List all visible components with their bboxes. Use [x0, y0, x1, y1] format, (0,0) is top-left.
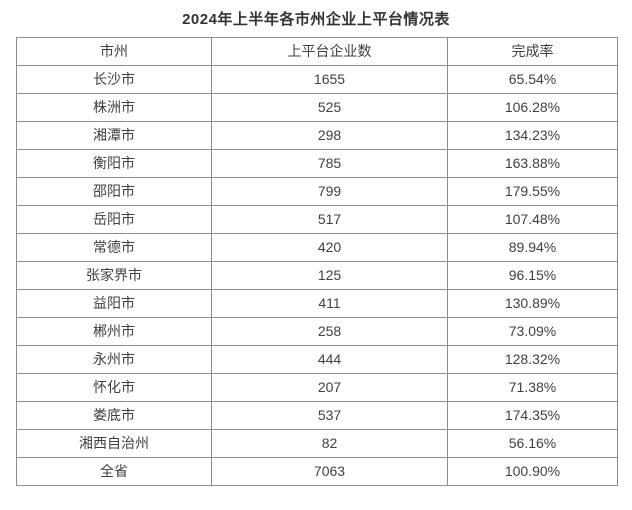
- table-row: 株洲市 525 106.28%: [16, 93, 618, 122]
- cell-completion-rate: 65.54%: [447, 65, 618, 94]
- cell-completion-rate: 71.38%: [447, 373, 618, 402]
- table-row: 湘潭市 298 134.23%: [16, 121, 618, 150]
- cell-city: 湘潭市: [16, 121, 212, 150]
- table-row: 怀化市 207 71.38%: [16, 373, 618, 402]
- table-row: 衡阳市 785 163.88%: [16, 149, 618, 178]
- cell-enterprise-count: 82: [211, 429, 448, 458]
- table-row: 张家界市 125 96.15%: [16, 261, 618, 290]
- cell-enterprise-count: 411: [211, 289, 448, 318]
- table-row: 邵阳市 799 179.55%: [16, 177, 618, 206]
- cell-completion-rate: 130.89%: [447, 289, 618, 318]
- cell-enterprise-count: 444: [211, 345, 448, 374]
- cell-completion-rate: 179.55%: [447, 177, 618, 206]
- table-row: 全省 7063 100.90%: [16, 457, 618, 486]
- header-cell-completion-rate: 完成率: [447, 37, 618, 66]
- cell-completion-rate: 56.16%: [447, 429, 618, 458]
- cell-city: 衡阳市: [16, 149, 212, 178]
- cell-city: 怀化市: [16, 373, 212, 402]
- cell-completion-rate: 107.48%: [447, 205, 618, 234]
- header-row: 市州 上平台企业数 完成率: [16, 37, 618, 66]
- cell-city: 永州市: [16, 345, 212, 374]
- cell-city: 长沙市: [16, 65, 212, 94]
- table-row: 湘西自治州 82 56.16%: [16, 429, 618, 458]
- cell-completion-rate: 100.90%: [447, 457, 618, 486]
- table-body: 长沙市 1655 65.54% 株洲市 525 106.28% 湘潭市 298 134.23% 衡…: [16, 65, 618, 486]
- cell-enterprise-count: 125: [211, 261, 448, 290]
- cell-enterprise-count: 785: [211, 149, 448, 178]
- cell-city: 岳阳市: [16, 205, 212, 234]
- cell-enterprise-count: 517: [211, 205, 448, 234]
- cell-enterprise-count: 420: [211, 233, 448, 262]
- cell-enterprise-count: 258: [211, 317, 448, 346]
- table-row: 长沙市 1655 65.54%: [16, 65, 618, 94]
- cell-city: 常德市: [16, 233, 212, 262]
- cell-completion-rate: 106.28%: [447, 93, 618, 122]
- cell-enterprise-count: 207: [211, 373, 448, 402]
- page-title: 2024年上半年各市州企业上平台情况表: [182, 11, 450, 28]
- cell-city: 湘西自治州: [16, 429, 212, 458]
- table-row: 永州市 444 128.32%: [16, 345, 618, 374]
- table-row: 郴州市 258 73.09%: [16, 317, 618, 346]
- cell-city: 张家界市: [16, 261, 212, 290]
- cell-city: 娄底市: [16, 401, 212, 430]
- cell-city: 株洲市: [16, 93, 212, 122]
- cell-enterprise-count: 799: [211, 177, 448, 206]
- table-row: 岳阳市 517 107.48%: [16, 205, 618, 234]
- cell-city: 郴州市: [16, 317, 212, 346]
- header-cell-enterprise-count: 上平台企业数: [211, 37, 448, 66]
- table-row: 益阳市 411 130.89%: [16, 289, 618, 318]
- cell-completion-rate: 96.15%: [447, 261, 618, 290]
- cell-city: 邵阳市: [16, 177, 212, 206]
- platform-enterprise-table: 市州 上平台企业数 完成率 长沙市 1655 65.54% 株洲市 525 106.28%…: [16, 37, 618, 486]
- cell-completion-rate: 134.23%: [447, 121, 618, 150]
- header-cell-city: 市州: [16, 37, 212, 66]
- cell-enterprise-count: 1655: [211, 65, 448, 94]
- cell-city: 益阳市: [16, 289, 212, 318]
- cell-enterprise-count: 298: [211, 121, 448, 150]
- cell-enterprise-count: 537: [211, 401, 448, 430]
- table-header: 市州 上平台企业数 完成率: [16, 37, 618, 66]
- cell-enterprise-count: 525: [211, 93, 448, 122]
- table-row: 娄底市 537 174.35%: [16, 401, 618, 430]
- cell-completion-rate: 128.32%: [447, 345, 618, 374]
- cell-completion-rate: 73.09%: [447, 317, 618, 346]
- cell-completion-rate: 174.35%: [447, 401, 618, 430]
- cell-enterprise-count: 7063: [211, 457, 448, 486]
- table-row: 常德市 420 89.94%: [16, 233, 618, 262]
- cell-completion-rate: 89.94%: [447, 233, 618, 262]
- cell-completion-rate: 163.88%: [447, 149, 618, 178]
- cell-city: 全省: [16, 457, 212, 486]
